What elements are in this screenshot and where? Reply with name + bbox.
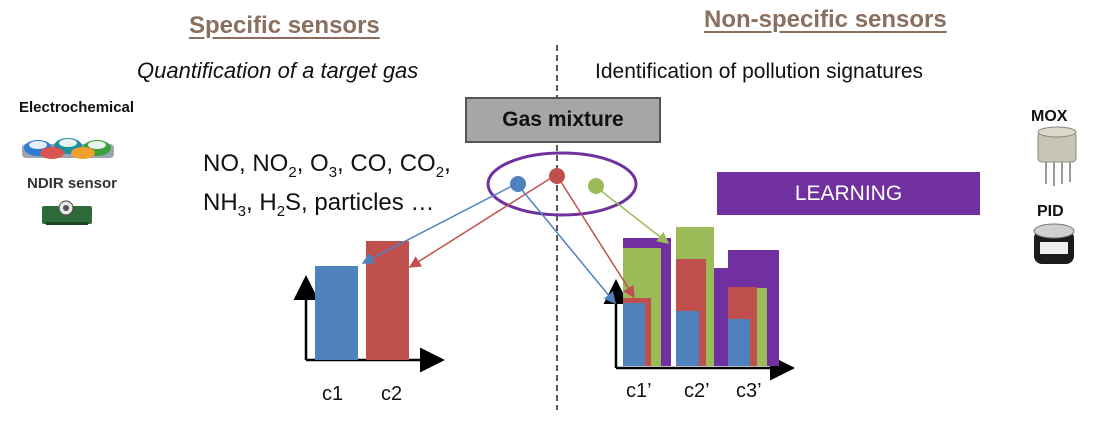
- non-specific-sensors-heading: Non-specific sensors: [704, 6, 947, 33]
- specific-sensors-heading: Specific sensors: [189, 12, 380, 39]
- arrow-blue-left: [361, 185, 513, 264]
- ndir-sensor-label: NDIR sensor: [27, 175, 118, 192]
- ndir-sensor-icon: [42, 200, 92, 225]
- right-bar-blue-3: [728, 319, 750, 366]
- arrow-green-right: [599, 189, 670, 244]
- electrochemical-sensors-icon: [22, 138, 114, 159]
- gas-list-line-1: NO, NO2, O3, CO, CO2,: [203, 150, 451, 181]
- electrochemical-label: Electrochemical: [19, 99, 135, 116]
- pid-label: PID: [1037, 203, 1064, 220]
- gas-list: NO, NO2, O3, CO, CO2, NH3, H2S, particle…: [203, 149, 451, 227]
- right-bar-blue-2: [676, 311, 699, 366]
- right-cat-c1: c1’: [626, 380, 652, 402]
- mox-label: MOX: [1031, 108, 1068, 125]
- gas-mixture-ellipse: [486, 151, 638, 217]
- mox-sensor-icon: [1037, 126, 1077, 186]
- learning-label: LEARNING: [794, 181, 903, 205]
- left-cat-c2: c2: [381, 383, 403, 405]
- gas-list-line-2: NH3, H2S, particles …: [203, 188, 435, 220]
- arrow-blue-right: [521, 189, 616, 305]
- red-gas-dot: [549, 168, 565, 184]
- arrow-red-right: [560, 181, 635, 299]
- learning-box: LEARNING: [717, 172, 980, 215]
- pid-sensor-icon: [1033, 223, 1075, 264]
- blue-gas-dot: [510, 176, 526, 192]
- left-cat-c1: c1: [322, 383, 344, 405]
- gas-mixture-label: Gas mixture: [502, 108, 624, 131]
- right-cat-c2: c2’: [684, 380, 710, 402]
- right-cat-c3: c3’: [736, 380, 762, 402]
- gas-mixture-box: Gas mixture: [465, 97, 661, 143]
- specific-subtitle: Quantification of a target gas: [137, 58, 419, 83]
- non-specific-subtitle: Identification of pollution signatures: [595, 60, 924, 83]
- left-bar-c1: [315, 266, 358, 360]
- arrow-red-left: [408, 177, 552, 268]
- right-bar-blue-1: [623, 303, 645, 366]
